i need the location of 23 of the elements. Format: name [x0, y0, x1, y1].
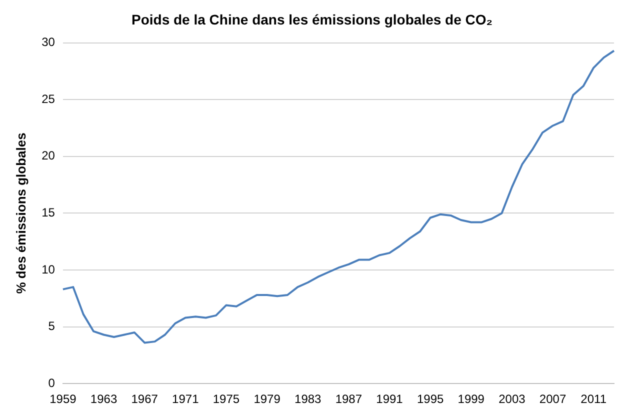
x-tick-label: 2003	[498, 392, 526, 406]
x-tick-label: 1959	[50, 392, 77, 406]
y-tick-label: 30	[42, 35, 56, 50]
y-tick-label: 5	[48, 319, 56, 334]
y-tick-label: 20	[42, 148, 56, 163]
y-axis-title: % des émissions globales	[13, 132, 28, 294]
x-tick-label: 1983	[294, 392, 322, 406]
y-tick-label: 15	[42, 206, 56, 220]
x-tick-label: 1971	[172, 392, 200, 406]
x-tick-label: 1963	[90, 392, 118, 406]
chart-title: Poids de la Chine dans les émissions globales de CO₂	[132, 11, 492, 28]
x-tick-label: 1975	[212, 392, 240, 406]
x-tick-label: 1999	[458, 392, 485, 406]
x-tick-label: 2011	[580, 392, 607, 406]
x-tick-label: 1987	[335, 392, 362, 406]
x-tick-label: 1995	[416, 392, 444, 406]
y-tick-label: 0	[48, 376, 56, 390]
x-tick-label: 1991	[376, 392, 404, 406]
x-tick-label: 1979	[254, 392, 281, 406]
x-tick-label: 1967	[131, 392, 158, 406]
x-tick-label: 2007	[539, 392, 566, 406]
y-tick-label: 10	[42, 262, 56, 276]
y-tick-label: 25	[42, 92, 56, 106]
